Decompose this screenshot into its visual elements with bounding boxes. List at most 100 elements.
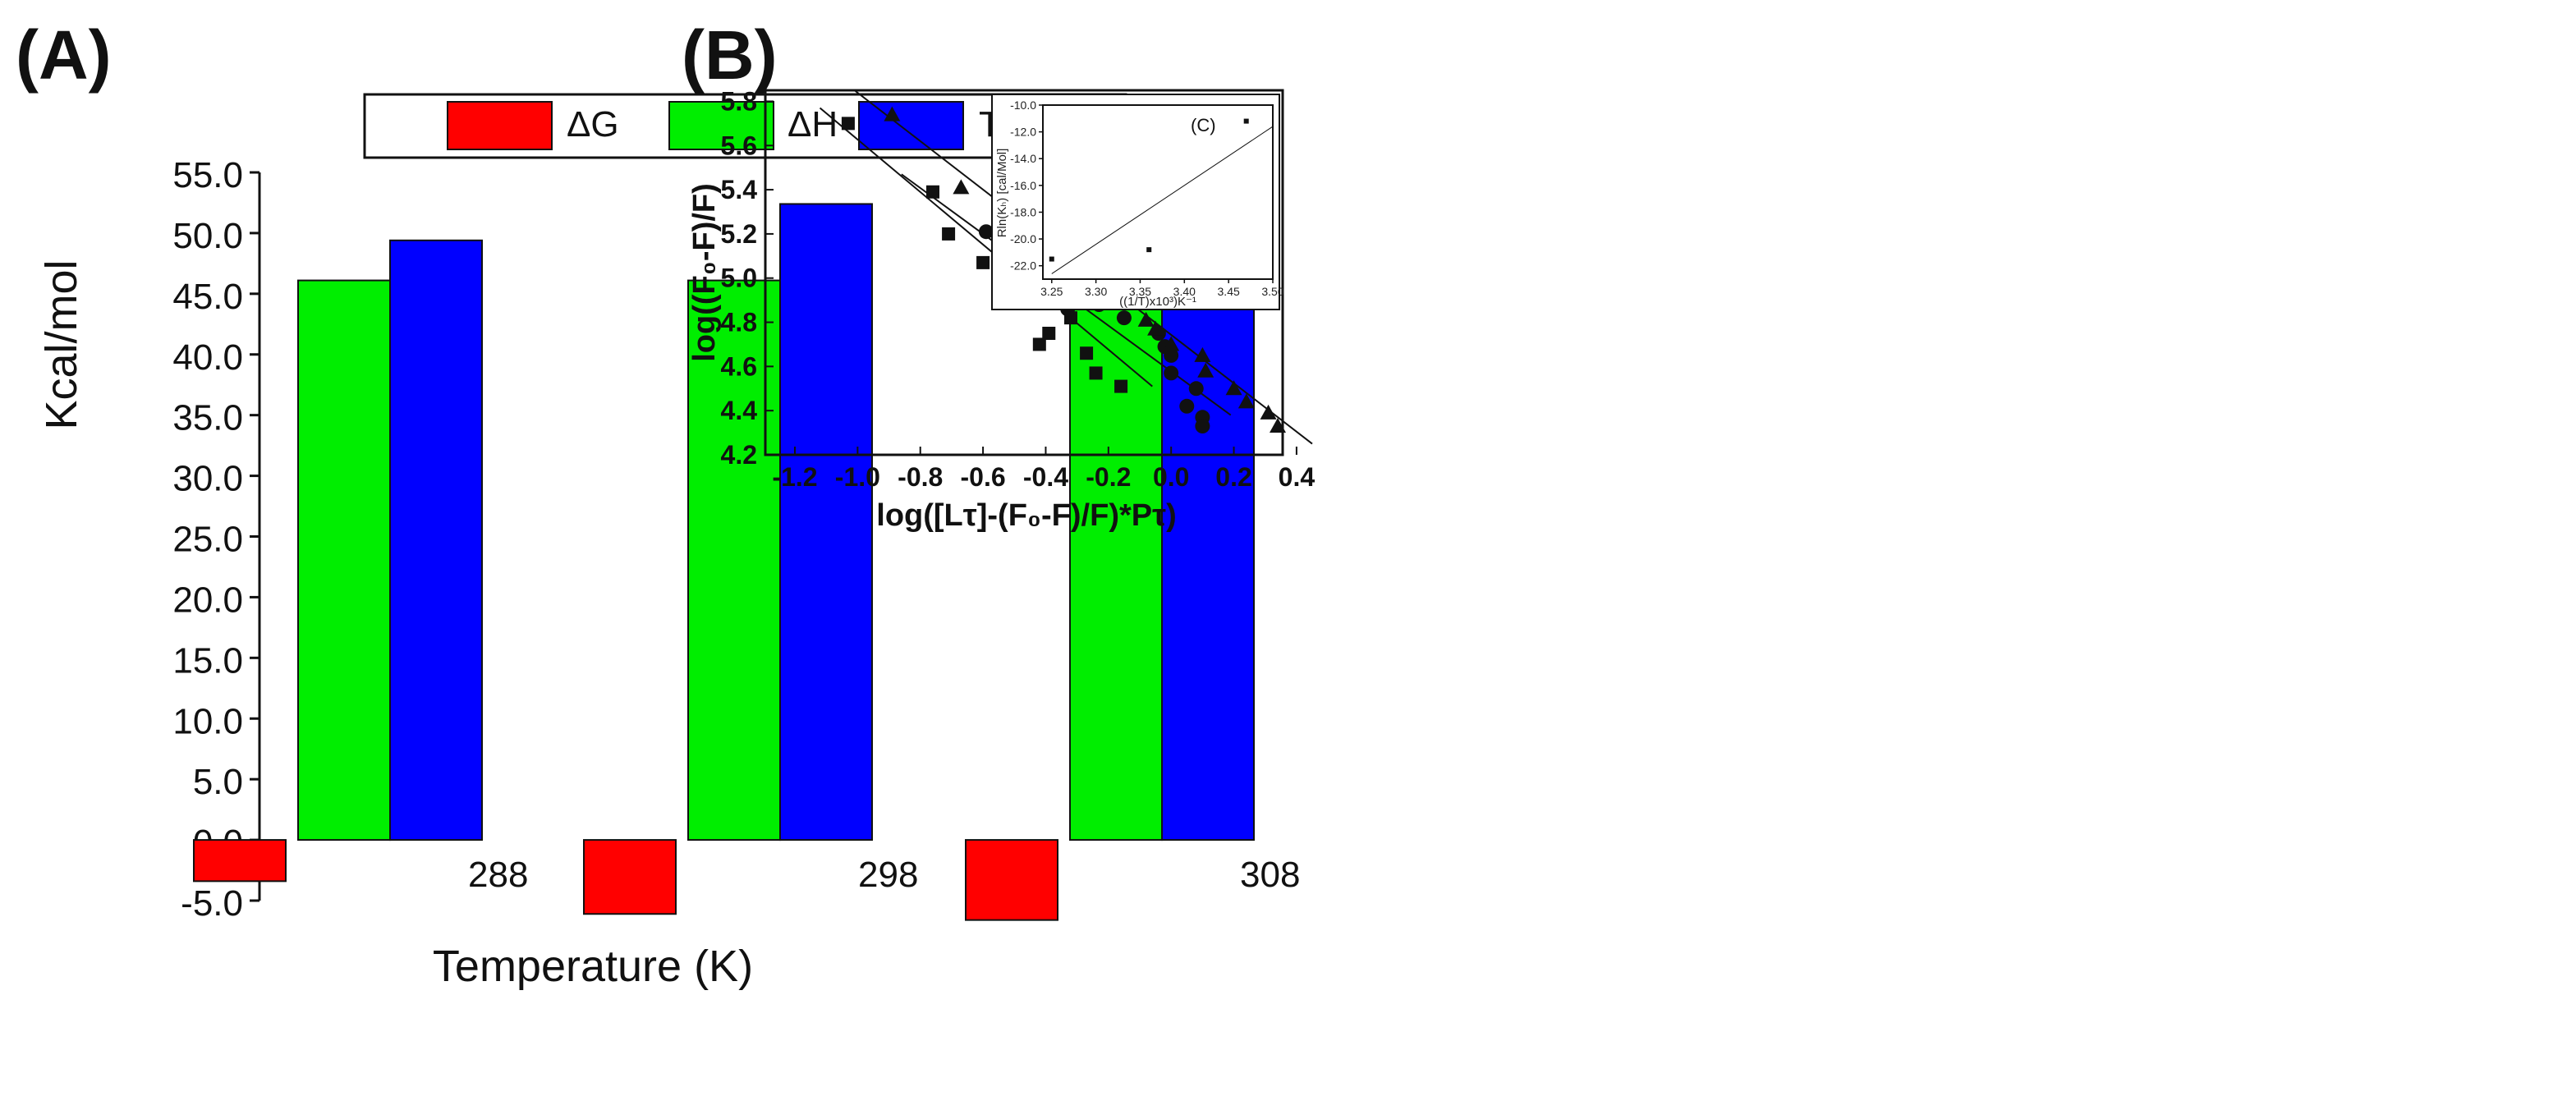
y-axis-title-c: Rln(Kₕ) [cal/Mol] [995,149,1009,238]
fit-line-c [1051,126,1274,274]
y-tick-label-a: 30.0 [172,459,243,499]
point-circle [1188,381,1204,397]
y-tick-label-c: -14.0 [1010,152,1036,165]
y-tick-label-b: 5.6 [721,131,757,160]
point-circle [1164,365,1179,381]
legend-swatch-tds [858,101,964,150]
point-square [841,117,855,131]
point-triangle [884,106,901,122]
y-axis-title-b-text: log((F₀-F)/F) [687,183,722,362]
y-tick-label-c: -12.0 [1010,126,1036,139]
point-square [976,255,990,269]
y-tick-label-b: 5.8 [721,86,757,116]
point-circle [978,224,994,240]
point-square [1042,327,1056,340]
x-tick-label-b: -0.8 [898,462,943,492]
y-tick-label-b: 4.2 [721,440,757,470]
bar-dg-288 [193,839,287,883]
y-tick-label-c: -20.0 [1010,232,1036,245]
panel-c-label: (C) [1191,115,1216,135]
bar-tds-298 [779,203,873,841]
point-circle [1179,398,1195,414]
y-tick-label-b: 5.0 [721,264,757,293]
x-tick-label-b: -1.0 [835,462,880,492]
point-square [1114,379,1128,393]
point-triangle [1270,418,1286,433]
x-tick-label-b: -0.6 [961,462,1006,492]
point-c [1146,247,1152,253]
x-axis-title-a: Temperature (K) [433,942,753,991]
plot-frame-b [764,89,1284,456]
x-axis-title-b: log([Lτ]-(F₀-F)/F)*Pτ) [876,498,1176,533]
x-tick-label-288: 288 [468,855,528,895]
point-square [1089,366,1103,380]
panel-a-label: (A) [16,16,112,94]
legend-swatch-dh [668,101,774,150]
bar-dg-298 [583,839,677,915]
bar-dg-308 [965,839,1058,921]
point-square [942,227,956,241]
y-tick-label-b: 4.6 [721,351,757,381]
point-square [1032,337,1046,351]
bar-dh-288 [297,279,391,841]
y-tick-label-c: -16.0 [1010,179,1036,192]
x-tick-label-b: 0.0 [1153,462,1189,492]
point-circle [1195,419,1210,434]
y-tick-label-b: 5.2 [721,219,757,249]
y-tick-label-c: -22.0 [1010,259,1036,273]
point-triangle [1137,311,1155,327]
plot-frame-c [1042,104,1274,280]
point-square [1080,346,1094,360]
y-tick-label-a: 15.0 [172,640,243,681]
fit-line-squares [819,107,1153,387]
point-c [1049,256,1054,262]
x-tick-label-c: 3.25 [1040,285,1063,298]
point-triangle [953,179,970,195]
x-tick-label-c: 3.50 [1261,285,1283,298]
y-tick-label-a: 35.0 [172,398,243,438]
y-tick-label-a: 10.0 [172,701,243,741]
y-tick-label-a: 5.0 [193,762,243,802]
x-tick-label-298: 298 [858,855,918,895]
point-triangle [1260,404,1277,420]
x-tick-label-308: 308 [1240,855,1300,895]
y-tick-label-c: -10.0 [1010,99,1036,112]
y-tick-label-a: 45.0 [172,277,243,317]
point-triangle [1237,393,1255,409]
x-tick-label-c: 3.30 [1085,285,1107,298]
point-triangle [1197,362,1215,378]
x-tick-label-c: 3.35 [1129,285,1151,298]
legend-swatch-dg [447,101,553,150]
y-tick-label-a: 55.0 [172,155,243,195]
y-tick-label-a: 40.0 [172,337,243,378]
y-tick-label-b: 5.4 [721,175,758,204]
y-tick-label-b: 4.4 [721,396,758,425]
y-tick-label-a: 20.0 [172,580,243,620]
point-triangle [1225,380,1242,396]
panel-b-label: (B) [682,16,778,94]
bar-dh-308 [1069,279,1163,841]
inset-frame-c [991,94,1280,310]
x-tick-label-b: -0.2 [1086,462,1131,492]
point-c [1243,118,1249,124]
y-tick-label-a: 25.0 [172,520,243,560]
point-triangle [1194,346,1211,362]
x-tick-label-b: -1.2 [772,462,817,492]
point-circle [1164,347,1179,363]
scatter-chart-c: 3.25 3.30 3.35 3.40 3.45 3.50 -10.0 -12.0 -14.0 -… [1010,99,1284,298]
y-tick-label-a: 50.0 [172,216,243,256]
y-tick-label-c: -18.0 [1010,205,1036,218]
bar-tds-288 [389,239,483,841]
bar-chart-a: -5.0 0.0 5.0 10.0 15.0 20.0 25.0 30.0 35.0 40.0 45… [172,155,1255,924]
x-tick-label-b: 0.2 [1215,462,1251,492]
y-axis-title-b: log((F₀-F)/F) [687,183,722,362]
x-tick-label-c: 3.45 [1218,285,1240,298]
point-triangle [1163,336,1180,351]
point-triangle [1147,320,1164,336]
x-axis-title-c: ((1/T)x10³)K⁻¹ [1119,295,1196,309]
x-tick-label-b: -0.4 [1023,462,1068,492]
x-tick-label-b: 0.4 [1279,462,1316,492]
x-tick-label-c: 3.40 [1173,285,1196,298]
y-axis-title-a: Kcal/mol [37,259,86,429]
